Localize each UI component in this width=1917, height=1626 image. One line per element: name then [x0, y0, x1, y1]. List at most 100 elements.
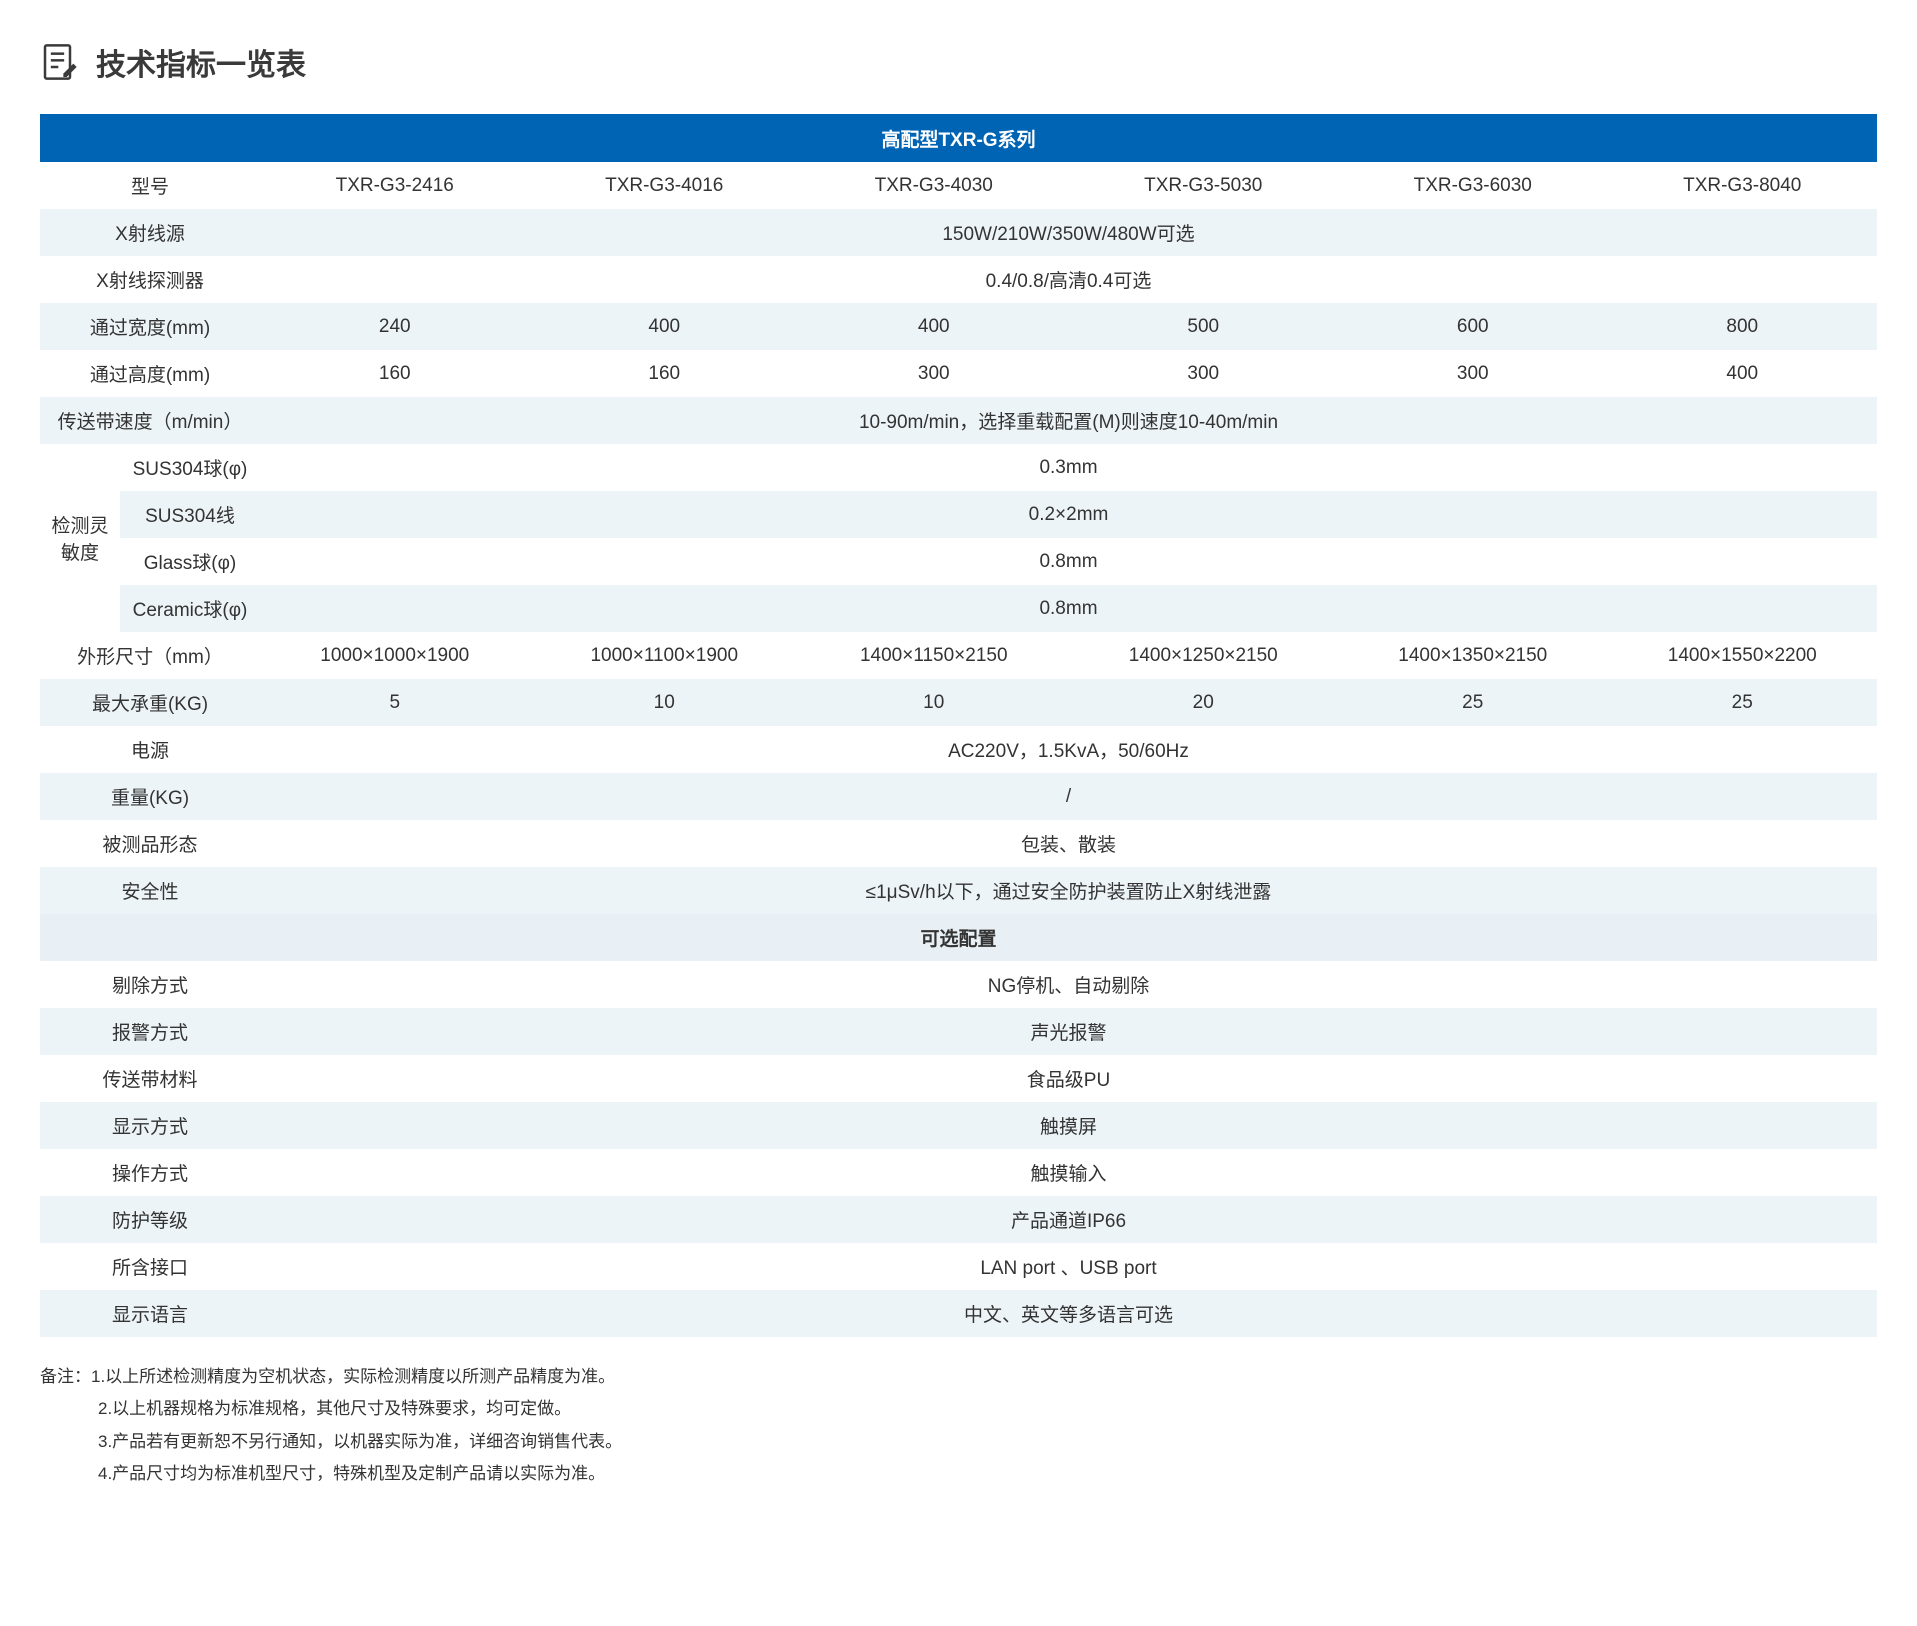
option-row: 防护等级 产品通道IP66 — [40, 1196, 1877, 1243]
notes-section: 备注：1.以上所述检测精度为空机状态，实际检测精度以所测产品精度为准。 2.以上… — [40, 1361, 1877, 1490]
cell: 600 — [1338, 303, 1608, 350]
row-label: 重量(KG) — [40, 773, 260, 820]
row-label: 外形尺寸（mm） — [40, 632, 260, 679]
sensitivity-label: Ceramic球(φ) — [120, 585, 260, 632]
options-title: 可选配置 — [40, 914, 1877, 961]
cell: 1000×1100×1900 — [530, 632, 800, 679]
note-line: 3.产品若有更新恕不另行通知，以机器实际为准，详细咨询销售代表。 — [40, 1426, 1877, 1458]
row-value: AC220V，1.5KvA，50/60Hz — [260, 726, 1877, 773]
options-title-row: 可选配置 — [40, 914, 1877, 961]
cell: 300 — [1069, 350, 1339, 397]
table-row: 安全性 ≤1μSv/h以下，通过安全防护装置防止X射线泄露 — [40, 867, 1877, 914]
table-row: 传送带速度（m/min） 10-90m/min，选择重载配置(M)则速度10-4… — [40, 397, 1877, 444]
row-label: 通过高度(mm) — [40, 350, 260, 397]
cell: 160 — [260, 350, 530, 397]
row-value: 10-90m/min，选择重载配置(M)则速度10-40m/min — [260, 397, 1877, 444]
document-edit-icon — [40, 42, 80, 82]
option-label: 操作方式 — [40, 1149, 260, 1196]
sensitivity-value: 0.8mm — [260, 538, 1877, 585]
cell: 5 — [260, 679, 530, 726]
cell: 25 — [1608, 679, 1878, 726]
cell: 1000×1000×1900 — [260, 632, 530, 679]
option-label: 报警方式 — [40, 1008, 260, 1055]
option-label: 防护等级 — [40, 1196, 260, 1243]
page-title: 技术指标一览表 — [96, 40, 306, 84]
row-label: 安全性 — [40, 867, 260, 914]
table-title: 高配型TXR-G系列 — [40, 114, 1877, 162]
row-label: 最大承重(KG) — [40, 679, 260, 726]
model-cell: TXR-G3-2416 — [260, 162, 530, 209]
row-label: 传送带速度（m/min） — [40, 397, 260, 444]
row-value: 包装、散装 — [260, 820, 1877, 867]
cell: 20 — [1069, 679, 1339, 726]
note-line: 4.产品尺寸均为标准机型尺寸，特殊机型及定制产品请以实际为准。 — [40, 1458, 1877, 1490]
model-cell: TXR-G3-4016 — [530, 162, 800, 209]
sensitivity-row: SUS304线 0.2×2mm — [40, 491, 1877, 538]
table-row: 通过高度(mm) 160 160 300 300 300 400 — [40, 350, 1877, 397]
cell: 400 — [799, 303, 1069, 350]
cell: 1400×1250×2150 — [1069, 632, 1339, 679]
option-row: 剔除方式 NG停机、自动剔除 — [40, 961, 1877, 1008]
note-text: 1.以上所述检测精度为空机状态，实际检测精度以所测产品精度为准。 — [91, 1367, 615, 1386]
sensitivity-row: 检测灵敏度 SUS304球(φ) 0.3mm — [40, 444, 1877, 491]
option-label: 传送带材料 — [40, 1055, 260, 1102]
row-value: / — [260, 773, 1877, 820]
option-row: 显示语言 中文、英文等多语言可选 — [40, 1290, 1877, 1337]
cell: 300 — [799, 350, 1069, 397]
sensitivity-label: SUS304线 — [120, 491, 260, 538]
sensitivity-value: 0.2×2mm — [260, 491, 1877, 538]
table-title-row: 高配型TXR-G系列 — [40, 114, 1877, 162]
row-value: ≤1μSv/h以下，通过安全防护装置防止X射线泄露 — [260, 867, 1877, 914]
cell: 1400×1550×2200 — [1608, 632, 1878, 679]
row-label: X射线源 — [40, 209, 260, 256]
sensitivity-row: Glass球(φ) 0.8mm — [40, 538, 1877, 585]
row-label: 被测品形态 — [40, 820, 260, 867]
model-cell: TXR-G3-8040 — [1608, 162, 1878, 209]
model-cell: TXR-G3-5030 — [1069, 162, 1339, 209]
cell: 10 — [799, 679, 1069, 726]
table-row: 重量(KG) / — [40, 773, 1877, 820]
sensitivity-group-label: 检测灵敏度 — [40, 444, 120, 632]
option-label: 剔除方式 — [40, 961, 260, 1008]
header-label: 型号 — [40, 162, 260, 209]
row-label: 电源 — [40, 726, 260, 773]
row-value: 0.4/0.8/高清0.4可选 — [260, 256, 1877, 303]
option-row: 操作方式 触摸输入 — [40, 1149, 1877, 1196]
model-cell: TXR-G3-4030 — [799, 162, 1069, 209]
cell: 10 — [530, 679, 800, 726]
option-value: LAN port 、USB port — [260, 1243, 1877, 1290]
notes-prefix: 备注： — [40, 1367, 91, 1386]
page-header: 技术指标一览表 — [40, 40, 1877, 84]
note-line: 2.以上机器规格为标准规格，其他尺寸及特殊要求，均可定做。 — [40, 1393, 1877, 1425]
option-label: 所含接口 — [40, 1243, 260, 1290]
table-row: 被测品形态 包装、散装 — [40, 820, 1877, 867]
option-row: 传送带材料 食品级PU — [40, 1055, 1877, 1102]
cell: 400 — [530, 303, 800, 350]
option-value: 触摸屏 — [260, 1102, 1877, 1149]
cell: 25 — [1338, 679, 1608, 726]
option-value: 声光报警 — [260, 1008, 1877, 1055]
option-row: 所含接口 LAN port 、USB port — [40, 1243, 1877, 1290]
table-row: 最大承重(KG) 5 10 10 20 25 25 — [40, 679, 1877, 726]
option-label: 显示语言 — [40, 1290, 260, 1337]
sensitivity-value: 0.8mm — [260, 585, 1877, 632]
cell: 800 — [1608, 303, 1878, 350]
option-value: 触摸输入 — [260, 1149, 1877, 1196]
cell: 300 — [1338, 350, 1608, 397]
row-label: X射线探测器 — [40, 256, 260, 303]
option-value: 食品级PU — [260, 1055, 1877, 1102]
table-row: X射线源 150W/210W/350W/480W可选 — [40, 209, 1877, 256]
cell: 240 — [260, 303, 530, 350]
cell: 1400×1150×2150 — [799, 632, 1069, 679]
sensitivity-label: Glass球(φ) — [120, 538, 260, 585]
option-value: 中文、英文等多语言可选 — [260, 1290, 1877, 1337]
cell: 400 — [1608, 350, 1878, 397]
note-line: 备注：1.以上所述检测精度为空机状态，实际检测精度以所测产品精度为准。 — [40, 1361, 1877, 1393]
header-row: 型号 TXR-G3-2416 TXR-G3-4016 TXR-G3-4030 T… — [40, 162, 1877, 209]
sensitivity-value: 0.3mm — [260, 444, 1877, 491]
table-row: 外形尺寸（mm） 1000×1000×1900 1000×1100×1900 1… — [40, 632, 1877, 679]
spec-table: 高配型TXR-G系列 型号 TXR-G3-2416 TXR-G3-4016 TX… — [40, 114, 1877, 1337]
cell: 500 — [1069, 303, 1339, 350]
model-cell: TXR-G3-6030 — [1338, 162, 1608, 209]
table-row: 电源 AC220V，1.5KvA，50/60Hz — [40, 726, 1877, 773]
